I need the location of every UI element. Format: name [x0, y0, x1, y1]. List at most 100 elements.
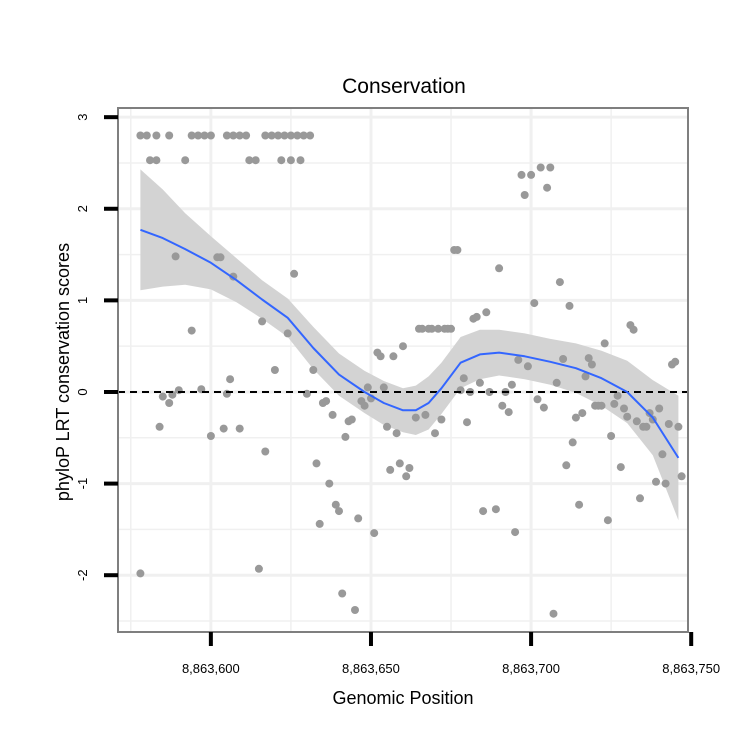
data-point	[216, 253, 225, 262]
data-point	[597, 401, 606, 410]
data-point	[607, 432, 616, 440]
y-axis-label: phyloP LRT conservation scores	[53, 243, 73, 501]
data-point	[219, 424, 228, 433]
data-point	[507, 380, 516, 389]
data-point	[504, 408, 513, 417]
data-point	[158, 392, 167, 401]
data-point	[459, 374, 468, 383]
data-point	[338, 589, 347, 598]
x-tick-label: 8,863,750	[662, 661, 720, 676]
data-points	[136, 131, 686, 618]
data-point	[280, 131, 289, 140]
data-point	[206, 131, 215, 140]
data-point	[411, 413, 420, 422]
data-point	[674, 422, 683, 431]
data-point	[194, 131, 203, 140]
data-point	[623, 412, 632, 421]
data-point	[335, 507, 343, 516]
data-point	[463, 418, 471, 427]
data-point	[456, 386, 465, 395]
y-tick-label: -2	[75, 569, 90, 581]
data-point	[389, 352, 398, 361]
data-point	[146, 156, 154, 165]
y-tick-label: 3	[75, 114, 90, 121]
data-point	[587, 360, 596, 369]
data-point	[226, 375, 235, 384]
data-point	[155, 422, 164, 431]
data-point	[482, 308, 491, 317]
data-point	[559, 355, 568, 363]
data-point	[283, 329, 292, 338]
data-point	[136, 131, 145, 140]
data-point	[517, 170, 526, 179]
data-point	[543, 183, 552, 192]
data-point	[235, 131, 244, 140]
data-point	[274, 131, 283, 140]
data-point	[322, 397, 331, 406]
data-point	[351, 606, 359, 614]
axes: 8,863,600 8,863,650 8,863,700 8,863,750 -2 -1…	[75, 114, 720, 676]
data-point	[546, 163, 555, 172]
data-point	[261, 131, 270, 140]
data-point	[328, 410, 337, 419]
data-point	[270, 366, 279, 374]
data-point	[235, 424, 244, 433]
data-point	[245, 156, 254, 165]
data-point	[610, 399, 619, 408]
data-point	[664, 420, 673, 428]
data-point	[341, 432, 350, 441]
data-point	[286, 131, 295, 140]
data-point	[472, 312, 481, 321]
data-point	[181, 156, 190, 165]
data-point	[421, 410, 430, 419]
data-point	[187, 326, 196, 335]
data-point	[165, 399, 174, 407]
data-point	[174, 386, 183, 395]
data-point	[347, 415, 356, 424]
confidence-ribbon	[140, 169, 679, 521]
data-point	[652, 477, 660, 486]
data-point	[360, 401, 369, 410]
confidence-ribbon-layer	[140, 169, 679, 521]
data-point	[539, 403, 548, 412]
data-point	[642, 422, 651, 431]
chart-title: Conservation	[342, 75, 466, 98]
smooth-line-layer	[118, 228, 688, 459]
data-point	[258, 317, 267, 326]
data-point	[315, 519, 324, 528]
data-point	[523, 362, 532, 371]
data-point	[562, 461, 571, 470]
x-tick-label: 8,863,600	[182, 661, 240, 676]
data-point	[632, 417, 641, 426]
data-point	[286, 156, 295, 165]
data-point	[578, 409, 587, 418]
data-point	[485, 388, 494, 396]
data-point	[495, 264, 504, 273]
x-tick-label: 8,863,700	[502, 661, 560, 676]
data-point	[437, 415, 446, 424]
data-point	[254, 564, 263, 573]
data-point	[142, 131, 151, 140]
data-point	[491, 505, 500, 514]
data-point	[152, 156, 161, 165]
data-point	[447, 324, 455, 333]
data-point	[267, 131, 276, 140]
data-point	[431, 429, 439, 438]
data-point	[475, 378, 484, 387]
data-point	[402, 472, 411, 481]
y-tick-label: 0	[75, 388, 90, 395]
data-point	[655, 404, 664, 413]
data-point	[427, 324, 436, 333]
data-point	[549, 609, 558, 618]
data-point	[251, 156, 260, 165]
data-point	[229, 131, 238, 140]
data-point	[354, 514, 363, 523]
data-point	[636, 494, 644, 503]
data-point	[392, 429, 401, 438]
data-point	[479, 507, 488, 516]
data-point	[530, 299, 539, 308]
data-point	[616, 463, 625, 472]
data-point	[527, 170, 536, 179]
